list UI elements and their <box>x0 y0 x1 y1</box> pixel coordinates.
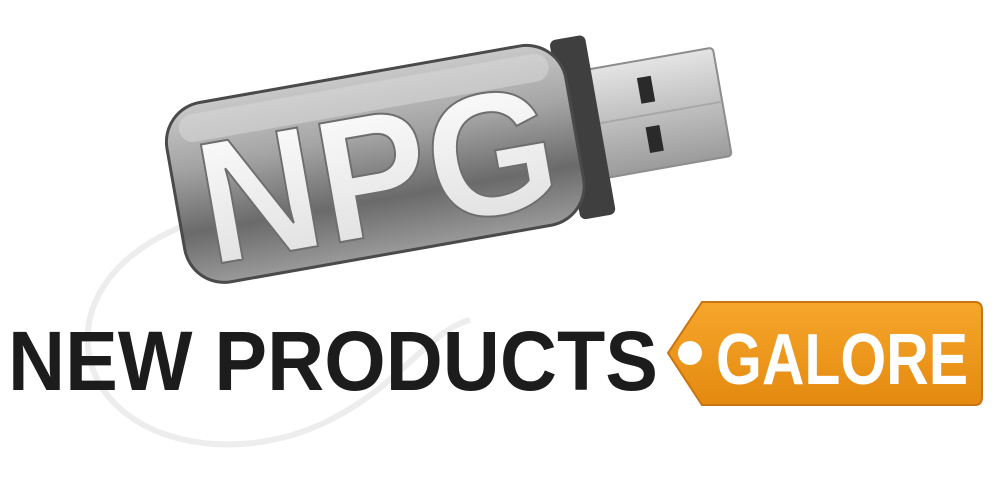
tag-hole-bullet <box>678 341 702 365</box>
usb-drive-icon: NPG <box>164 35 733 303</box>
npg-monogram: NPG <box>184 48 572 303</box>
usb-plug-hole-bottom <box>645 124 664 153</box>
tag-shape <box>666 301 983 406</box>
galore-tag: GALORE <box>666 301 983 406</box>
usb-plug-hole-top <box>636 75 656 104</box>
tagline-galore: GALORE <box>716 320 968 400</box>
tagline-new-products: NEW PRODUCTS <box>8 314 658 408</box>
cable-swirl <box>84 206 471 448</box>
